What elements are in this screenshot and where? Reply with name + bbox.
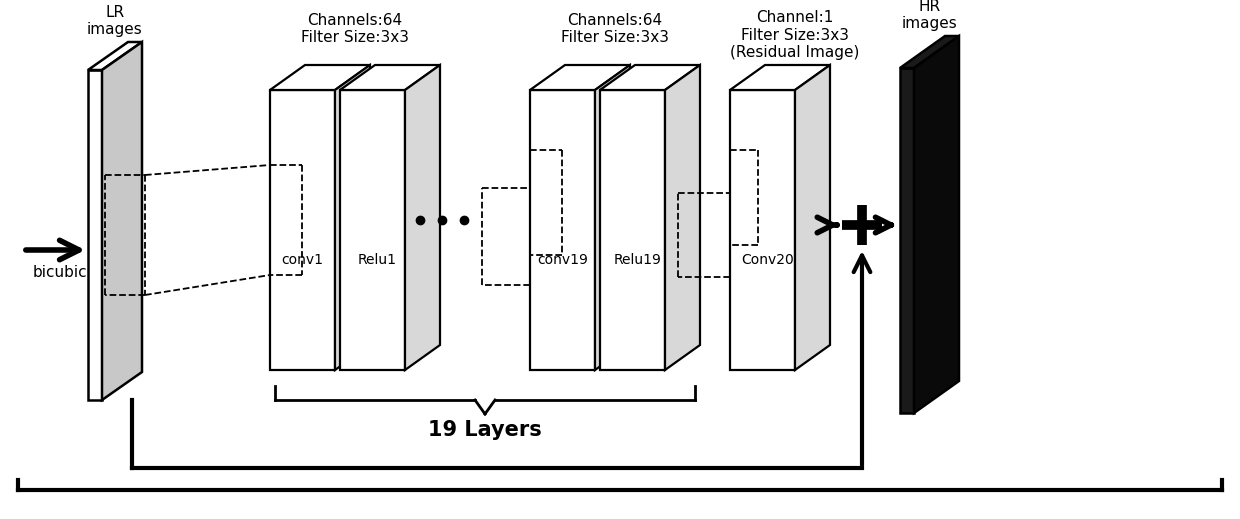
Text: Channels:64
Filter Size:3x3: Channels:64 Filter Size:3x3 — [560, 12, 670, 45]
Text: bicubic: bicubic — [32, 265, 87, 280]
Polygon shape — [900, 36, 959, 68]
Polygon shape — [335, 65, 370, 370]
Text: HR
images: HR images — [901, 0, 957, 31]
Text: Relu19: Relu19 — [614, 253, 661, 267]
Polygon shape — [88, 70, 102, 400]
Polygon shape — [102, 42, 143, 400]
Text: 19 Layers: 19 Layers — [428, 420, 542, 440]
Polygon shape — [730, 65, 830, 90]
Polygon shape — [914, 36, 959, 413]
Polygon shape — [665, 65, 701, 370]
Text: conv19: conv19 — [537, 253, 588, 267]
Text: Channel:1
Filter Size:3x3
(Residual Image): Channel:1 Filter Size:3x3 (Residual Imag… — [730, 10, 859, 60]
Polygon shape — [270, 90, 335, 370]
Polygon shape — [270, 65, 370, 90]
Polygon shape — [600, 65, 701, 90]
Polygon shape — [405, 65, 440, 370]
Polygon shape — [795, 65, 830, 370]
Text: conv1: conv1 — [281, 253, 324, 267]
Polygon shape — [529, 90, 595, 370]
Polygon shape — [730, 90, 795, 370]
Text: Channels:64
Filter Size:3x3: Channels:64 Filter Size:3x3 — [301, 12, 409, 45]
Text: LR
images: LR images — [87, 5, 143, 37]
Polygon shape — [88, 42, 143, 70]
Text: Conv20: Conv20 — [742, 253, 794, 267]
Polygon shape — [340, 90, 405, 370]
Polygon shape — [600, 90, 665, 370]
Polygon shape — [595, 65, 630, 370]
Polygon shape — [340, 65, 440, 90]
Text: Relu1: Relu1 — [358, 253, 397, 267]
Polygon shape — [529, 65, 630, 90]
Polygon shape — [900, 68, 914, 413]
